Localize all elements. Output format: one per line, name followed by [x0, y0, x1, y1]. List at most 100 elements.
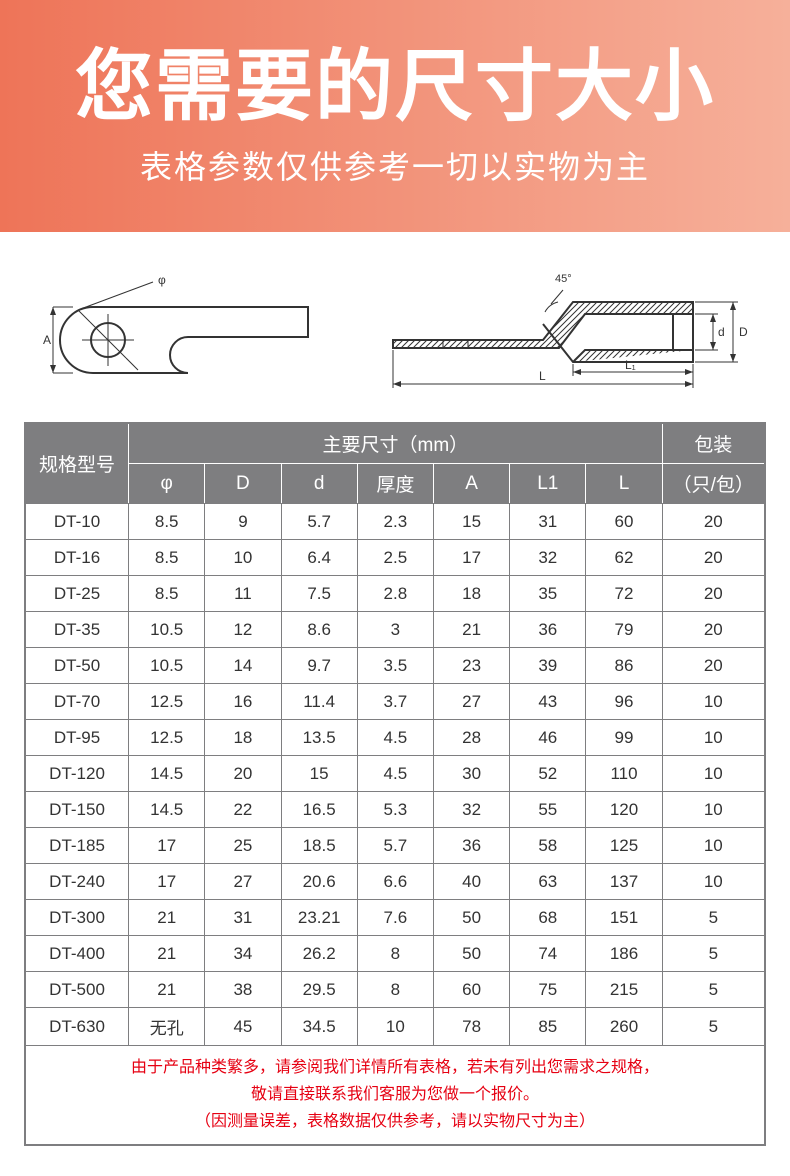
cell-value: 3: [357, 612, 433, 648]
cell-value: 2.8: [357, 576, 433, 612]
cell-value: 39: [510, 648, 586, 684]
cell-value: 62: [586, 540, 662, 576]
cell-value: 36: [433, 828, 509, 864]
cell-model: DT-120: [25, 756, 129, 792]
cell-pack: 10: [662, 720, 765, 756]
cell-value: 72: [586, 576, 662, 612]
table-row: DT-3510.5128.6321367920: [25, 612, 765, 648]
cell-value: 260: [586, 1008, 662, 1046]
cell-value: 10: [205, 540, 281, 576]
cell-value: 125: [586, 828, 662, 864]
cell-value: 20.6: [281, 864, 357, 900]
col-header-dims: 主要尺寸（mm）: [129, 423, 663, 464]
cell-value: 18.5: [281, 828, 357, 864]
cell-value: 22: [205, 792, 281, 828]
cell-value: 6.4: [281, 540, 357, 576]
cell-value: 34.5: [281, 1008, 357, 1046]
cell-value: 79: [586, 612, 662, 648]
cell-model: DT-240: [25, 864, 129, 900]
note-line1: 由于产品种类繁多，请参阅我们详情所有表格，若未有列出您需求之规格，: [131, 1059, 659, 1076]
cell-value: 50: [433, 936, 509, 972]
col-header-d: d: [281, 464, 357, 504]
cell-value: 11: [205, 576, 281, 612]
cell-value: 27: [205, 864, 281, 900]
cell-value: 21: [433, 612, 509, 648]
page-subtitle: 表格参数仅供参考一切以实物为主: [140, 142, 650, 188]
cell-value: 32: [510, 540, 586, 576]
col-header-model: 规格型号: [25, 423, 129, 504]
cell-value: 86: [586, 648, 662, 684]
cell-value: 10.5: [129, 612, 205, 648]
cell-value: 96: [586, 684, 662, 720]
table-row: DT-630无孔4534.51078852605: [25, 1008, 765, 1046]
cell-value: 63: [510, 864, 586, 900]
cell-value: 15: [281, 756, 357, 792]
cell-pack: 5: [662, 1008, 765, 1046]
cell-pack: 20: [662, 648, 765, 684]
col-header-pack: 包装: [662, 423, 765, 464]
cell-value: 34: [205, 936, 281, 972]
table-row: DT-240172720.66.6406313710: [25, 864, 765, 900]
cell-value: 36: [510, 612, 586, 648]
diagram-row: φ A: [0, 232, 790, 422]
cell-value: 74: [510, 936, 586, 972]
dim-L-label: L: [539, 369, 546, 383]
dim-a-label: A: [43, 333, 51, 347]
cell-value: 215: [586, 972, 662, 1008]
col-header-D: D: [205, 464, 281, 504]
dim-phi-label: φ: [158, 273, 166, 287]
cell-value: 58: [510, 828, 586, 864]
cell-value: 5.7: [357, 828, 433, 864]
cell-pack: 5: [662, 936, 765, 972]
page-title: 您需要的尺寸大小: [75, 44, 715, 130]
cell-value: 31: [205, 900, 281, 936]
cell-value: 25: [205, 828, 281, 864]
cell-value: 110: [586, 756, 662, 792]
cell-pack: 5: [662, 900, 765, 936]
table-row: DT-258.5117.52.818357220: [25, 576, 765, 612]
col-header-厚度: 厚度: [357, 464, 433, 504]
cell-value: 14.5: [129, 792, 205, 828]
cell-value: 12.5: [129, 720, 205, 756]
table-row: DT-5010.5149.73.523398620: [25, 648, 765, 684]
note-line2: 敬请直接联系我们客服为您做一个报价。: [251, 1086, 539, 1103]
cell-pack: 20: [662, 504, 765, 540]
cell-value: 17: [129, 828, 205, 864]
dim-D-label: D: [739, 325, 748, 339]
table-row: DT-108.595.72.315316020: [25, 504, 765, 540]
cell-pack: 10: [662, 684, 765, 720]
cell-value: 43: [510, 684, 586, 720]
cell-value: 8: [357, 936, 433, 972]
cell-value: 7.6: [357, 900, 433, 936]
cell-value: 9.7: [281, 648, 357, 684]
spec-table-container: 规格型号 主要尺寸（mm） 包装 φDd厚度AL1L（只/包） DT-108.5…: [0, 422, 790, 1176]
cell-pack: 10: [662, 756, 765, 792]
cell-value: 99: [586, 720, 662, 756]
col-header-φ: φ: [129, 464, 205, 504]
cell-value: 45: [205, 1008, 281, 1046]
cell-value: 60: [433, 972, 509, 1008]
diagram-side-view: 45° D d L: [373, 262, 753, 392]
cell-value: 13.5: [281, 720, 357, 756]
cell-value: 18: [205, 720, 281, 756]
cell-value: 29.5: [281, 972, 357, 1008]
cell-value: 2.5: [357, 540, 433, 576]
cell-value: 8.5: [129, 576, 205, 612]
cell-value: 4.5: [357, 756, 433, 792]
cell-value: 31: [510, 504, 586, 540]
cell-value: 28: [433, 720, 509, 756]
cell-model: DT-70: [25, 684, 129, 720]
cell-value: 3.7: [357, 684, 433, 720]
cell-value: 20: [205, 756, 281, 792]
table-footnote: 由于产品种类繁多，请参阅我们详情所有表格，若未有列出您需求之规格， 敬请直接联系…: [25, 1046, 765, 1145]
cell-model: DT-25: [25, 576, 129, 612]
cell-value: 5.3: [357, 792, 433, 828]
cell-value: 10.5: [129, 648, 205, 684]
cell-model: DT-16: [25, 540, 129, 576]
table-row: DT-300213123.217.650681515: [25, 900, 765, 936]
cell-model: DT-50: [25, 648, 129, 684]
cell-value: 8.5: [129, 540, 205, 576]
cell-value: 23: [433, 648, 509, 684]
table-row: DT-500213829.5860752155: [25, 972, 765, 1008]
col-header-L: L: [586, 464, 662, 504]
